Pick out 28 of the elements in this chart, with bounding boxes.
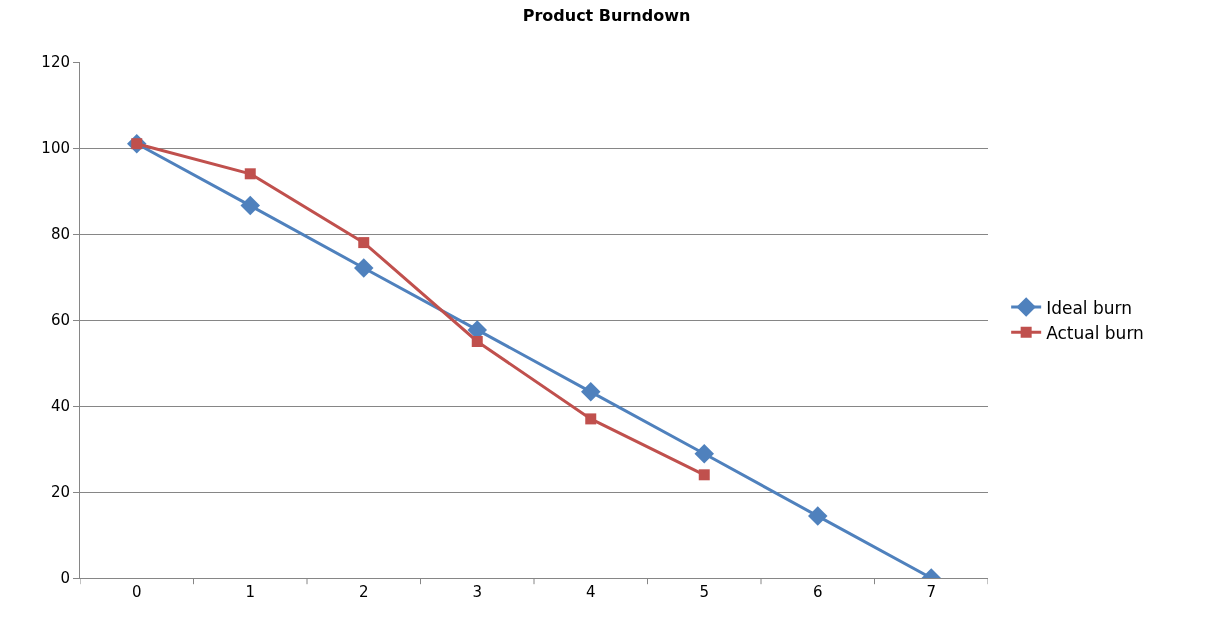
y-tick-label: 20 [50,483,70,502]
x-tick-label: 0 [131,583,142,601]
point [244,168,256,180]
point [698,469,710,481]
y-tick-label: 0 [60,569,70,588]
point [358,237,370,249]
x-tick-label: 7 [926,583,937,601]
point [694,443,714,464]
x-tick-label: 1 [245,583,256,601]
point [581,382,601,402]
legend-label: Actual burn [1046,322,1144,343]
chart-title: Product Burndown [522,5,691,25]
point [808,506,828,526]
y-tick-label: 120 [41,53,70,72]
x-tick-label: 6 [812,583,823,601]
y-tick-label: 60 [50,311,70,330]
x-tick-label: 4 [585,583,596,601]
point [240,195,260,216]
legend-label: Ideal burn [1046,297,1132,318]
point [471,336,483,347]
y-tick-label: 40 [50,397,70,416]
x-tick-label: 3 [472,583,483,601]
x-tick-label: 5 [699,583,710,601]
y-tick-label: 80 [50,225,70,244]
y-tick-label: 100 [41,139,70,158]
x-tick-label: 2 [358,583,369,601]
point [354,258,374,278]
point [585,413,597,425]
